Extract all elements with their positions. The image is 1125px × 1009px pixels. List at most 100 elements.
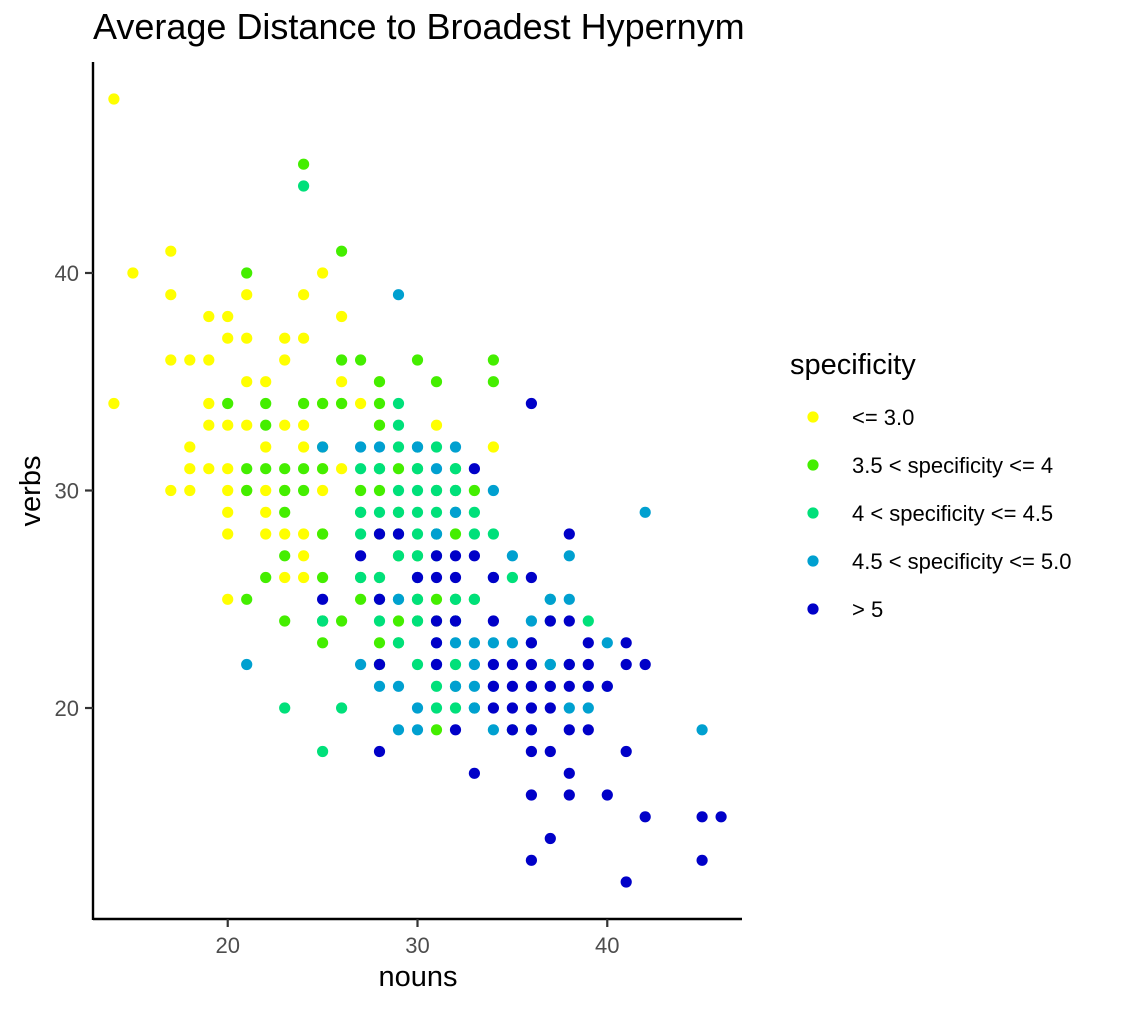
- data-point: [260, 463, 272, 475]
- data-point: [203, 354, 215, 366]
- data-point: [468, 463, 480, 475]
- data-point: [468, 637, 480, 649]
- data-point: [373, 528, 386, 540]
- data-point: [411, 724, 424, 736]
- data-point: [355, 593, 367, 605]
- data-point: [336, 463, 348, 475]
- data-point: [525, 571, 538, 584]
- y-tick-label: 40: [55, 261, 79, 286]
- y-axis-title: verbs: [15, 456, 47, 527]
- data-point: [260, 419, 272, 431]
- data-point: [298, 180, 310, 192]
- data-point: [563, 658, 575, 671]
- data-point: [525, 615, 538, 627]
- data-point: [411, 354, 424, 366]
- data-point: [392, 615, 405, 627]
- data-point: [279, 332, 291, 344]
- data-point: [696, 724, 708, 736]
- data-point: [298, 332, 310, 344]
- data-point: [449, 593, 462, 605]
- data-point: [392, 484, 405, 497]
- data-point: [563, 593, 575, 605]
- data-point: [298, 289, 310, 301]
- data-point: [222, 419, 234, 431]
- data-point: [298, 571, 310, 584]
- data-point: [525, 680, 538, 692]
- data-point: [355, 571, 367, 584]
- data-point: [184, 463, 196, 475]
- data-point: [525, 745, 538, 758]
- data-point: [373, 441, 386, 453]
- data-point: [241, 332, 253, 344]
- data-point: [355, 506, 367, 518]
- data-point: [373, 397, 386, 410]
- data-point: [525, 702, 538, 714]
- data-point: [468, 658, 480, 671]
- data-point: [449, 724, 462, 736]
- data-point: [449, 702, 462, 714]
- data-point: [336, 376, 348, 388]
- data-point: [430, 680, 443, 692]
- data-point: [544, 593, 556, 605]
- data-point: [373, 637, 386, 649]
- data-point: [449, 615, 462, 627]
- data-point: [449, 506, 462, 518]
- data-point: [165, 354, 177, 366]
- data-point: [108, 397, 120, 410]
- data-point: [241, 267, 253, 279]
- data-point: [203, 397, 215, 410]
- data-point: [336, 310, 348, 323]
- data-point: [487, 528, 499, 540]
- data-point: [430, 724, 443, 736]
- data-point: [260, 484, 272, 497]
- data-point: [430, 615, 443, 627]
- data-point: [430, 441, 443, 453]
- data-point: [544, 832, 556, 845]
- data-point: [468, 484, 480, 497]
- data-point: [260, 376, 272, 388]
- data-point: [392, 441, 405, 453]
- data-point: [620, 637, 632, 649]
- data-point: [468, 593, 480, 605]
- data-point: [222, 528, 234, 540]
- data-point: [506, 550, 518, 562]
- data-point: [392, 724, 405, 736]
- data-point: [411, 441, 424, 453]
- data-point: [563, 615, 575, 627]
- data-point: [373, 484, 386, 497]
- data-point: [582, 637, 594, 649]
- data-point: [620, 876, 632, 888]
- data-point: [487, 376, 499, 388]
- legend-key: [807, 459, 819, 471]
- data-point: [544, 702, 556, 714]
- data-point: [411, 615, 424, 627]
- data-point: [582, 724, 594, 736]
- data-point: [203, 419, 215, 431]
- legend-key: [807, 507, 819, 519]
- data-point: [392, 419, 405, 431]
- data-point: [525, 724, 538, 736]
- data-point: [336, 615, 348, 627]
- data-point: [392, 463, 405, 475]
- data-point: [430, 419, 443, 431]
- data-point: [506, 637, 518, 649]
- data-point: [298, 528, 310, 540]
- data-point: [373, 615, 386, 627]
- data-point: [355, 528, 367, 540]
- data-point: [430, 637, 443, 649]
- data-point: [487, 571, 499, 584]
- data-point: [411, 528, 424, 540]
- data-point: [582, 680, 594, 692]
- data-point: [241, 419, 253, 431]
- data-point: [260, 506, 272, 518]
- data-point: [203, 310, 215, 323]
- chart-title: Average Distance to Broadest Hypernym: [93, 6, 745, 47]
- data-point: [222, 484, 234, 497]
- data-point: [715, 811, 727, 823]
- data-point: [241, 376, 253, 388]
- data-point: [601, 680, 613, 692]
- data-point: [392, 680, 405, 692]
- data-point: [108, 93, 120, 105]
- data-point: [222, 463, 234, 475]
- data-point: [563, 724, 575, 736]
